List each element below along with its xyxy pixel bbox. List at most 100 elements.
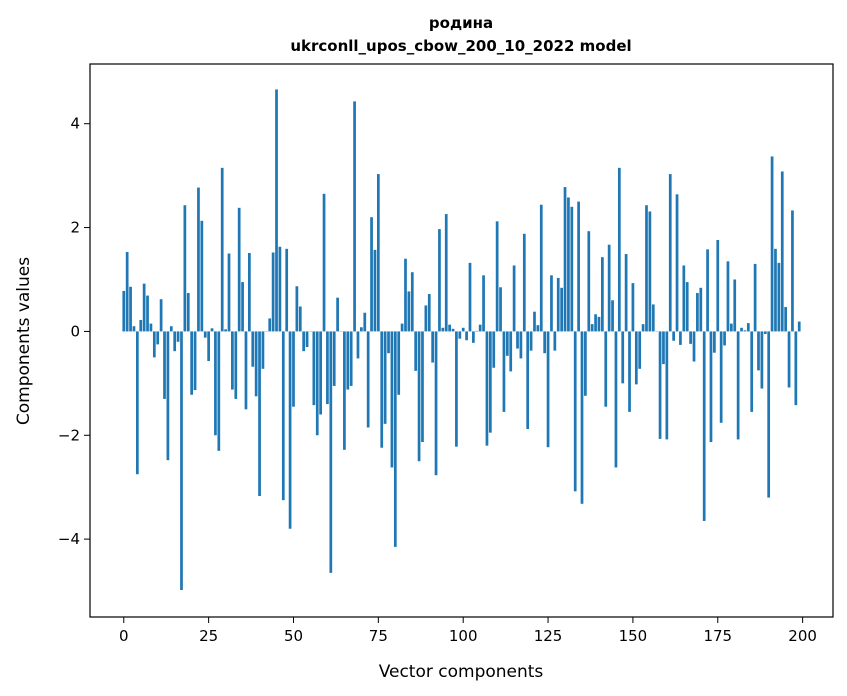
chart-subtitle: ukrconll_upos_cbow_200_10_2022 model [290,37,631,55]
bar-69 [356,331,360,359]
plot-frame [89,63,834,618]
bar-134 [577,201,580,332]
bar-88 [421,331,424,443]
bar-164 [679,331,682,345]
bar-76 [380,331,384,448]
bar-93 [438,229,441,332]
bar-181 [736,331,740,440]
bar-54 [305,331,309,347]
bar-106 [482,275,485,332]
bar-82 [400,323,404,332]
bar-17 [180,331,183,590]
bar-73 [370,217,373,332]
bar-137 [587,231,591,332]
bar-173 [709,331,713,443]
bar-12 [163,331,166,399]
bar-25 [207,331,210,362]
bar-3 [132,326,136,332]
bar-132 [570,206,574,332]
bar-49 [288,331,292,529]
bar-147 [621,331,625,384]
bar-62 [332,331,336,386]
bar-109 [492,331,496,368]
bar-72 [366,331,370,428]
bar-71 [363,312,367,332]
bar-4 [135,331,139,475]
bar-110 [495,221,499,332]
bar-152 [638,331,642,369]
bar-50 [292,331,295,407]
bar-149 [628,331,631,412]
y-tick-label: −2 [58,426,80,444]
bar-166 [685,282,689,332]
bar-142 [604,331,608,407]
bar-197 [791,210,794,332]
bar-77 [383,331,387,424]
bar-115 [512,265,516,332]
bar-121 [533,311,536,332]
bar-122 [536,325,540,332]
bar-7 [146,295,149,332]
bar-65 [343,331,346,450]
bar-52 [298,306,302,332]
bar-87 [417,331,421,462]
x-tick-label: 100 [449,627,478,645]
bar-135 [580,331,584,504]
bar-119 [526,331,530,430]
bar-187 [757,331,760,371]
bar-2 [129,286,132,332]
y-tick-label: 4 [70,115,80,133]
x-tick-label: 25 [199,627,218,645]
bar-89 [424,305,428,332]
x-tick-label: 175 [703,627,732,645]
bar-0 [122,290,126,332]
bar-179 [729,323,733,332]
bar-102 [468,262,472,332]
bar-95 [444,214,448,332]
bar-143 [607,244,611,332]
x-tick-label: 75 [369,627,388,645]
bar-22 [197,187,200,332]
bar-96 [448,324,451,332]
bar-176 [719,331,723,423]
bar-85 [410,272,414,332]
bar-8 [149,323,153,332]
bar-45 [275,89,278,332]
x-tick-label: 50 [284,627,303,645]
bar-43 [268,318,272,332]
bar-199 [797,321,801,332]
bar-56 [312,331,316,406]
bar-100 [461,327,465,332]
bar-44 [271,252,275,332]
bar-182 [740,327,743,332]
bar-163 [675,194,679,332]
bar-47 [281,331,285,501]
bar-170 [699,287,703,332]
bar-6 [142,283,146,332]
bar-86 [414,331,418,371]
bar-28 [217,331,221,451]
bar-98 [455,331,458,447]
bar-145 [614,331,618,468]
bar-46 [278,246,282,332]
bar-51 [295,286,299,332]
bar-159 [662,331,665,365]
bar-169 [696,292,699,332]
bar-94 [441,327,445,332]
bar-23 [200,220,204,332]
bar-80 [393,331,397,547]
bar-171 [702,331,706,521]
bar-113 [505,331,509,356]
bar-129 [560,287,563,332]
bar-140 [597,316,601,332]
x-tick-label: 150 [619,627,648,645]
bar-112 [502,331,506,412]
bar-92 [434,331,438,476]
bar-83 [404,258,407,332]
bars-group [122,89,801,590]
x-tick-label: 0 [119,627,129,645]
bar-107 [485,331,489,446]
bar-67 [349,331,353,386]
bar-188 [760,331,764,389]
bar-103 [472,331,475,343]
